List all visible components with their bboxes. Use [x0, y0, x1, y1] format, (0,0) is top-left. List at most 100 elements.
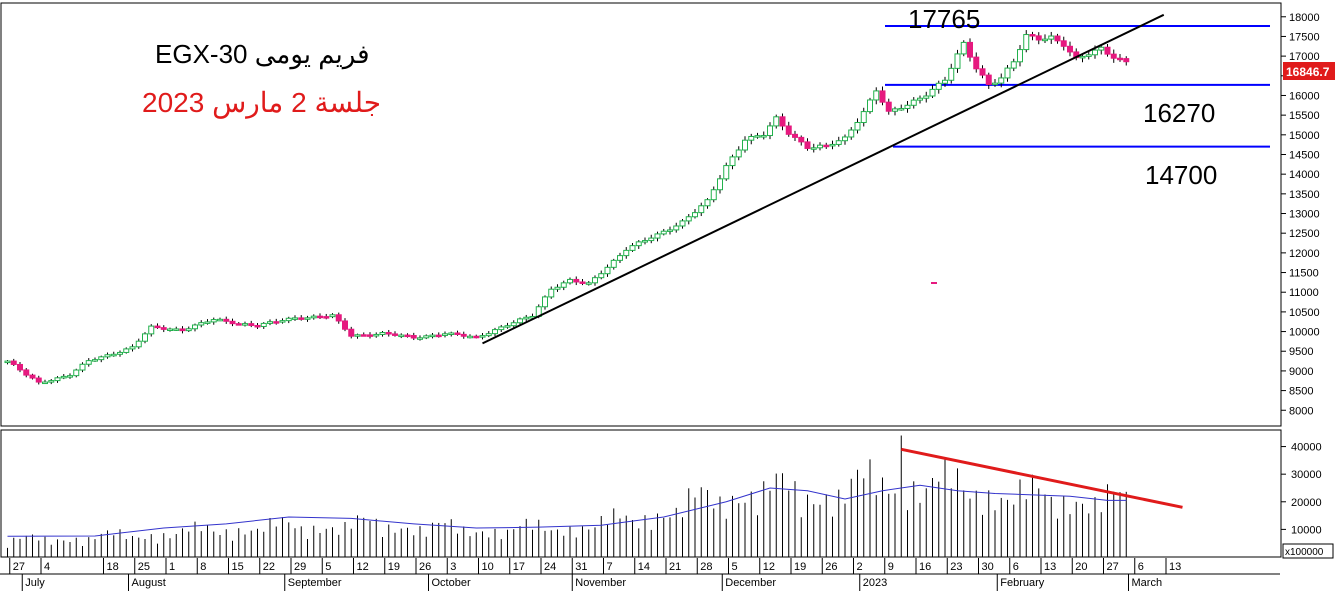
candle-up [698, 205, 705, 214]
candle-up [129, 346, 136, 350]
candle-up [898, 107, 905, 111]
price-tick-label: 11500 [1289, 268, 1319, 280]
candle-up [617, 255, 623, 261]
candle-up [867, 99, 873, 113]
candle-down [967, 41, 973, 58]
candle-up [292, 317, 298, 320]
candle-down [367, 334, 373, 337]
candle-down [248, 323, 255, 326]
candle-up [485, 333, 492, 337]
candle-up [592, 277, 598, 284]
candle-up [760, 135, 767, 138]
day-tick-label: 27 [13, 561, 25, 573]
candle-up [917, 97, 923, 101]
candle-down [317, 315, 323, 319]
candle-up [992, 82, 998, 86]
candle-up [329, 314, 336, 318]
candle-up [85, 360, 92, 365]
price-tick-label: 15000 [1289, 130, 1320, 142]
month-label: September [288, 577, 342, 589]
candle-up [742, 139, 748, 151]
candle-up [704, 199, 711, 207]
candle-up [960, 41, 967, 55]
month-label: December [725, 577, 776, 589]
candle-up [104, 354, 111, 358]
candle-up [67, 375, 73, 378]
candle-down [460, 333, 467, 337]
candle-up [198, 322, 205, 326]
chart-subtitle: جلسة 2 مارس 2023 [142, 87, 381, 119]
level-label-17765: 17765 [908, 4, 980, 34]
candle-up [935, 82, 942, 90]
candle-down [1054, 35, 1061, 42]
candle-up [1079, 55, 1086, 59]
candle-up [379, 332, 386, 335]
candle-down [29, 374, 36, 379]
day-tick-label: 30 [982, 561, 994, 573]
candle-up [860, 111, 867, 124]
candle-up [829, 143, 836, 147]
candle-up [548, 288, 555, 298]
horizontal-levels [885, 25, 1270, 148]
candle-up [835, 140, 842, 145]
day-tick-label: 18 [107, 561, 119, 573]
volume-bars [7, 435, 1127, 557]
candle-up [604, 266, 611, 275]
candle-up [754, 135, 761, 138]
price-tick-label: 15500 [1289, 110, 1320, 122]
candle-up [442, 333, 448, 336]
day-tick-label: 2 [857, 561, 863, 573]
candle-up [692, 212, 698, 218]
day-tick-label: 7 [607, 561, 613, 573]
candle-up [429, 334, 436, 338]
price-tick-label: 14000 [1289, 169, 1320, 181]
candle-up [642, 240, 648, 243]
candle-down [360, 334, 367, 337]
candle-up [92, 359, 98, 362]
candle-up [117, 351, 123, 355]
candle-down [1029, 34, 1036, 37]
candle-up [679, 220, 686, 227]
candle-up [773, 116, 780, 127]
candle-down [1060, 40, 1067, 47]
day-tick-label: 3 [450, 561, 456, 573]
candle-up [660, 230, 667, 235]
price-tick-label: 17000 [1289, 51, 1320, 63]
candle-up [735, 149, 742, 158]
candle-down [154, 325, 161, 329]
candle-up [60, 375, 67, 379]
last-price-badge [1283, 62, 1335, 80]
price-tick-label: 9500 [1289, 346, 1313, 358]
candle-up [567, 278, 573, 284]
candle-up [142, 333, 148, 342]
day-tick-label: 23 [950, 561, 962, 573]
candle-down [10, 360, 17, 365]
volume-trendline [900, 447, 1183, 509]
candle-up [598, 273, 605, 279]
candle-down [1123, 58, 1130, 63]
candle-up [517, 318, 523, 324]
candle-up [1017, 49, 1023, 63]
candle-down [229, 320, 236, 325]
candle-down [160, 327, 167, 330]
candle-up [1023, 34, 1030, 51]
candle-down [798, 136, 805, 143]
candle-down [454, 332, 461, 335]
candle-down [473, 335, 480, 339]
candle-up [217, 318, 223, 322]
candle-down [435, 334, 442, 338]
last-price-label: 16846.7 [1286, 65, 1330, 79]
candle-up [354, 334, 361, 337]
candle-up [173, 328, 180, 331]
price-tick-label: 10500 [1289, 307, 1320, 319]
candle-up [98, 356, 105, 361]
candle-up [948, 67, 955, 81]
candle-up [310, 315, 317, 319]
candle-up [267, 321, 273, 324]
candle-down [392, 333, 398, 336]
candle-up [1004, 67, 1011, 79]
candle-down [573, 278, 580, 283]
candle-down [579, 281, 586, 284]
day-tick-label: 4 [44, 561, 50, 573]
month-label: July [25, 577, 45, 589]
